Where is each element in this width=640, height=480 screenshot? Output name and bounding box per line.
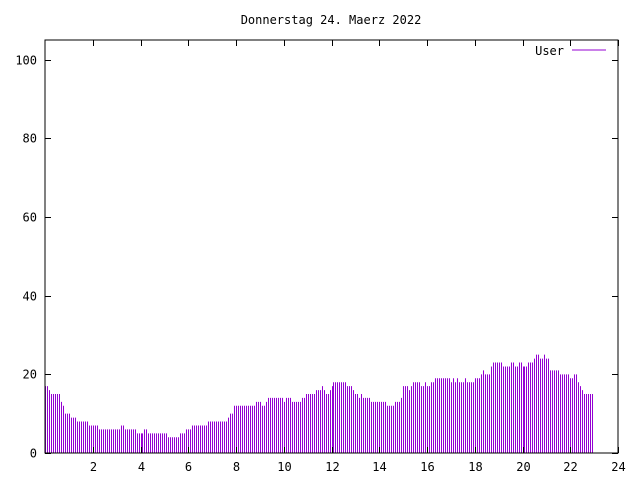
- y-tick-label: 60: [23, 211, 37, 225]
- bars-layer: [45, 354, 593, 453]
- chart-title: Donnerstag 24. Maerz 2022: [241, 13, 422, 27]
- x-tick-label: 4: [138, 460, 145, 474]
- plot-frame: [44, 39, 619, 454]
- x-tick-label: 16: [420, 460, 434, 474]
- x-tick-label: 24: [611, 460, 625, 474]
- x-tick-label: 14: [372, 460, 386, 474]
- y-tick-label: 80: [23, 132, 37, 146]
- x-tick-label: 20: [516, 460, 530, 474]
- y-tick-label: 0: [30, 447, 37, 461]
- legend-label: User: [535, 44, 564, 58]
- x-tick-label: 2: [90, 460, 97, 474]
- x-tick-label: 10: [277, 460, 291, 474]
- y-tick-label: 40: [23, 290, 37, 304]
- x-tick-label: 6: [185, 460, 192, 474]
- x-tick-label: 18: [468, 460, 482, 474]
- x-tick-label: 8: [233, 460, 240, 474]
- legend: User: [535, 44, 606, 58]
- x-tick-label: 22: [563, 460, 577, 474]
- y-tick-label: 20: [23, 368, 37, 382]
- y-tick-label: 100: [15, 54, 37, 68]
- x-tick-label: 12: [325, 460, 339, 474]
